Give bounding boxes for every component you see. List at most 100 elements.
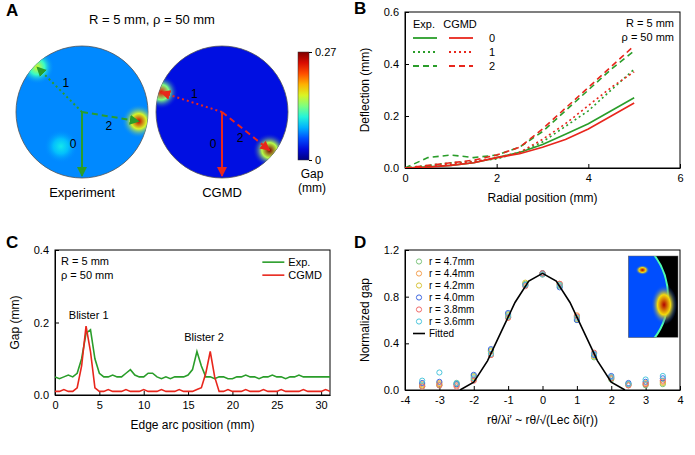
inset-image bbox=[529, 227, 678, 366]
series-line bbox=[405, 46, 634, 168]
panel-label: B bbox=[354, 0, 366, 18]
map-name: CGMD bbox=[202, 185, 242, 200]
legend-swatch bbox=[413, 65, 437, 67]
x-tick-mark bbox=[543, 386, 544, 390]
legend-label: 2 bbox=[489, 60, 495, 72]
x-tick: -1 bbox=[504, 386, 514, 406]
y-tick: 0.4 bbox=[384, 58, 409, 70]
annotation: Blister 2 bbox=[184, 331, 224, 343]
plot-marks bbox=[55, 326, 330, 391]
panel-label: D bbox=[354, 233, 366, 252]
series-line bbox=[405, 51, 634, 168]
x-tick-label: 0 bbox=[52, 399, 58, 411]
x-tick-mark bbox=[611, 386, 612, 390]
y-axis-line bbox=[405, 13, 406, 169]
legend: r = 4.7mmr = 4.4mmr = 4.2mmr = 4.0mmr = … bbox=[413, 256, 474, 339]
y-tick: 0.2 bbox=[34, 317, 59, 329]
y-tick-label: 1.2 bbox=[384, 244, 399, 256]
x-tick-label: 4 bbox=[586, 172, 592, 184]
colorbar-tick: 0 bbox=[309, 154, 321, 166]
panel-d: -4-3-2-1012340.00.40.81.2rθ/λi′ ~ rθ/√(L… bbox=[358, 227, 684, 427]
x-tick-label: 0 bbox=[540, 394, 546, 406]
plot-marks bbox=[405, 46, 634, 168]
x-tick: 15 bbox=[182, 391, 194, 411]
x-tick-label: 2 bbox=[609, 394, 615, 406]
series-point bbox=[420, 384, 425, 389]
annotation: R = 5 mm bbox=[61, 255, 109, 267]
legend-swatch bbox=[416, 283, 421, 288]
legend-swatch bbox=[416, 307, 421, 312]
inset-spot bbox=[635, 265, 649, 275]
panel-c: 0510152025300.00.20.4Edge arc position (… bbox=[8, 244, 331, 432]
x-tick: 10 bbox=[138, 391, 150, 411]
colorbar-tick-label: 0 bbox=[315, 154, 321, 166]
x-tick-label: -3 bbox=[435, 394, 445, 406]
series-point bbox=[420, 378, 425, 383]
y-tick: 1.2 bbox=[384, 244, 409, 256]
series-line bbox=[55, 330, 330, 379]
y-tick: 0.6 bbox=[384, 6, 409, 18]
legend-label: r = 4.7mm bbox=[429, 256, 474, 267]
profile-label: 2 bbox=[106, 119, 113, 133]
y-tick-label: 0.2 bbox=[34, 317, 49, 329]
legend-header: CGMD bbox=[443, 18, 477, 30]
x-tick: 0 bbox=[540, 386, 546, 406]
y-tick-label: 0.0 bbox=[384, 162, 399, 174]
map-name: Experiment bbox=[49, 185, 115, 200]
panel-b: 02460.00.20.40.6Radial position (mm)Defl… bbox=[358, 6, 684, 205]
y-tick-label: 0.4 bbox=[34, 244, 49, 256]
x-tick-mark bbox=[508, 386, 509, 390]
x-tick-mark bbox=[588, 164, 589, 168]
legend: Exp.CGMD bbox=[262, 256, 322, 281]
y-tick-label: 0.0 bbox=[34, 389, 49, 401]
colorbar-tick-mark bbox=[309, 52, 312, 53]
series-point bbox=[437, 383, 442, 388]
x-tick-label: 10 bbox=[138, 399, 150, 411]
panel-a: R = 5 mm, ρ = 50 mm012Experiment012CGMD0… bbox=[16, 12, 336, 200]
x-tick-label: 6 bbox=[677, 172, 683, 184]
x-axis: 051015202530 bbox=[52, 391, 330, 411]
hotspot bbox=[44, 129, 78, 163]
colorbar-title: Gap(mm) bbox=[298, 167, 326, 195]
x-tick-mark bbox=[144, 391, 145, 395]
y-tick-mark bbox=[405, 390, 409, 391]
x-tick: -3 bbox=[435, 386, 445, 406]
y-axis-title: Deflection (mm) bbox=[358, 48, 372, 133]
legend-swatch bbox=[449, 51, 473, 53]
x-tick-label: 20 bbox=[227, 399, 239, 411]
y-tick-label: 0.8 bbox=[384, 291, 399, 303]
x-tick-mark bbox=[474, 386, 475, 390]
legend-swatch bbox=[416, 271, 421, 276]
series-point bbox=[660, 373, 665, 378]
x-tick-label: 4 bbox=[677, 394, 683, 406]
profile-line bbox=[221, 112, 223, 176]
colorbar-axis: 00.27 bbox=[309, 46, 336, 166]
series-line bbox=[405, 103, 634, 168]
legend-label: Fitted bbox=[429, 328, 454, 339]
y-tick-label: 0.4 bbox=[384, 58, 399, 70]
x-axis-line bbox=[406, 168, 681, 169]
hotspot bbox=[122, 104, 156, 138]
x-tick-label: 3 bbox=[643, 394, 649, 406]
legend-swatch bbox=[449, 37, 473, 39]
legend-swatch bbox=[416, 319, 421, 324]
y-tick-mark bbox=[55, 323, 59, 324]
x-tick-mark bbox=[577, 386, 578, 390]
x-tick-mark bbox=[680, 386, 681, 390]
x-tick-label: -4 bbox=[401, 394, 411, 406]
x-tick: 2 bbox=[494, 164, 500, 184]
series-line bbox=[55, 326, 330, 391]
colorbar-tick: 0.27 bbox=[309, 46, 336, 58]
y-tick: 0.0 bbox=[384, 384, 409, 396]
x-tick-label: 0 bbox=[402, 172, 408, 184]
map-background bbox=[156, 46, 288, 178]
profile-line bbox=[37, 67, 82, 112]
profile-label: 2 bbox=[237, 131, 244, 145]
colorbar-tick-mark bbox=[309, 160, 312, 161]
panel-label: A bbox=[6, 1, 18, 20]
plot-frame bbox=[55, 250, 330, 395]
profile-line bbox=[222, 112, 270, 150]
hotspots bbox=[20, 50, 156, 163]
y-axis: 0.00.40.81.2 bbox=[384, 244, 409, 396]
annotation: ρ = 50 mm bbox=[622, 31, 674, 43]
